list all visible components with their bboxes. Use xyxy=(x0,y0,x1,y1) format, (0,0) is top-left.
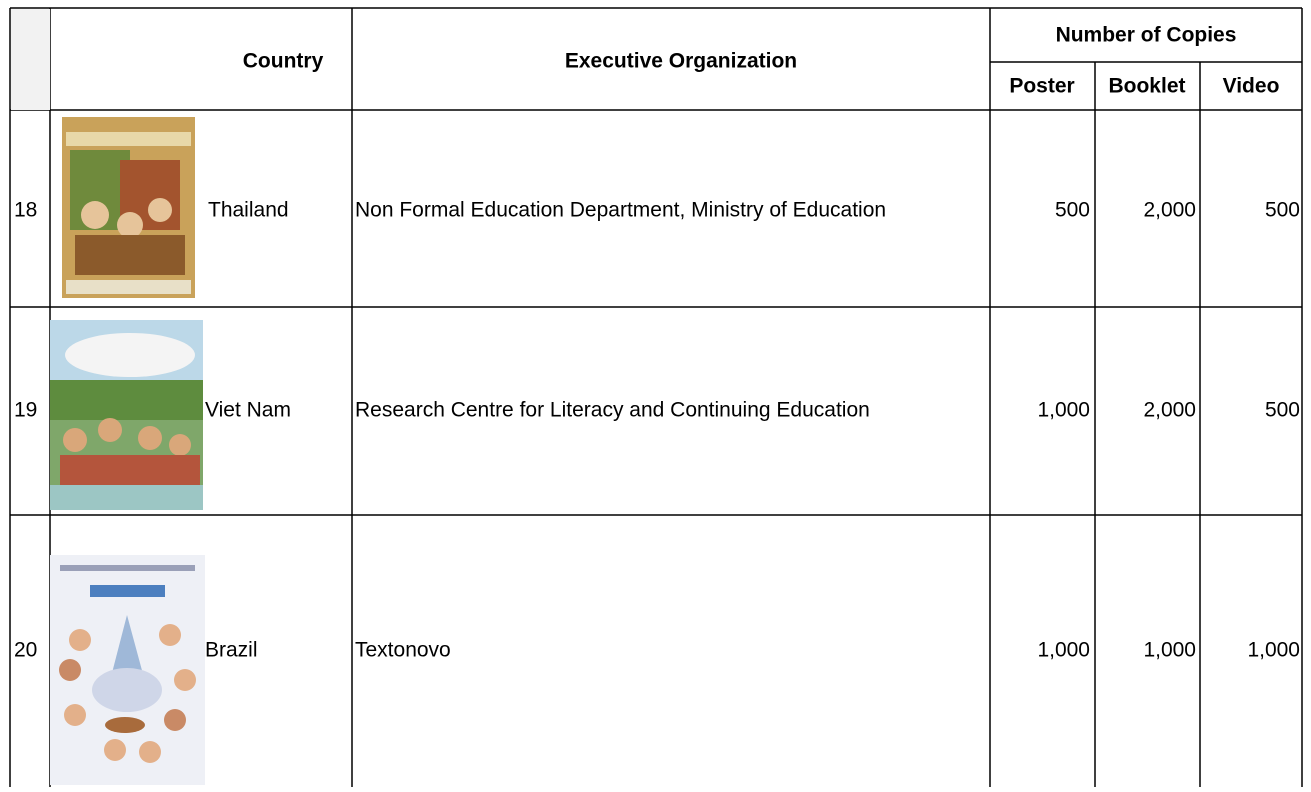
booklet-copies: 2,000 xyxy=(1143,199,1196,222)
cover-image-vietnam xyxy=(50,320,203,510)
booklet-copies: 2,000 xyxy=(1143,399,1196,422)
poster-copies: 1,000 xyxy=(1037,399,1090,422)
corner-cell xyxy=(11,9,50,110)
header-organization: Executive Organization xyxy=(565,50,797,73)
country: Brazil xyxy=(205,639,258,662)
header-copies: Number of Copies xyxy=(1056,24,1237,47)
country: Thailand xyxy=(208,199,289,222)
row-number: 20 xyxy=(14,639,37,662)
header-video: Video xyxy=(1223,75,1280,98)
header-poster: Poster xyxy=(1009,75,1074,98)
cover-image-brazil xyxy=(50,555,205,785)
poster-copies: 1,000 xyxy=(1037,639,1090,662)
row-number: 18 xyxy=(14,199,37,222)
country: Viet Nam xyxy=(205,399,291,422)
organization: Textonovo xyxy=(355,639,451,662)
poster-copies: 500 xyxy=(1055,199,1090,222)
video-copies: 1,000 xyxy=(1247,639,1300,662)
booklet-copies: 1,000 xyxy=(1143,639,1196,662)
video-copies: 500 xyxy=(1265,399,1300,422)
header-booklet: Booklet xyxy=(1108,75,1185,98)
header-country: Country xyxy=(243,50,324,73)
video-copies: 500 xyxy=(1265,199,1300,222)
organization: Research Centre for Literacy and Continu… xyxy=(355,399,870,422)
organization: Non Formal Education Department, Ministr… xyxy=(355,199,886,222)
row-number: 19 xyxy=(14,399,37,422)
table-borders xyxy=(9,7,1303,787)
cover-image-thailand xyxy=(62,117,195,298)
